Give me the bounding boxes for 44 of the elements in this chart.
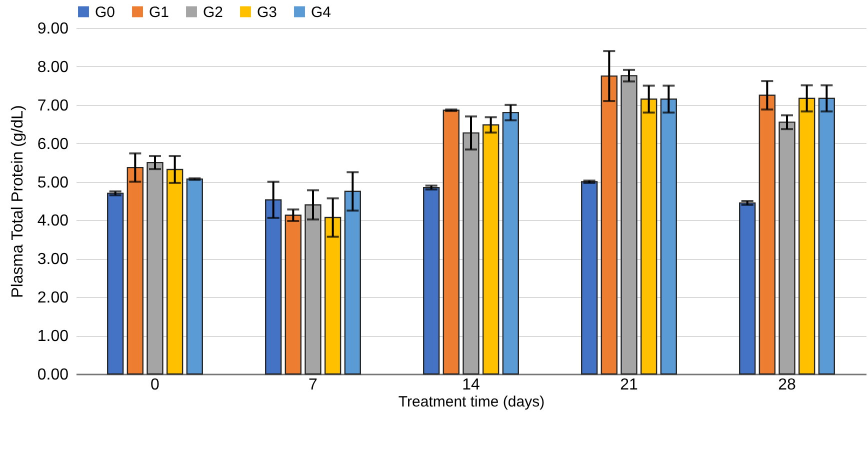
bar: [640, 98, 658, 375]
y-tick-label: 6.00: [37, 136, 69, 153]
y-tick-label: 3.00: [37, 251, 69, 268]
y-tick-label: 8.00: [37, 58, 69, 76]
legend-label: G1: [149, 4, 170, 21]
x-axis-title: Treatment time (days): [398, 394, 545, 410]
legend-label: G4: [311, 4, 332, 21]
bar: [581, 181, 598, 375]
bar: [778, 122, 796, 375]
x-tick-label: 21: [620, 376, 638, 394]
legend-label: G2: [203, 4, 224, 21]
bar: [284, 214, 302, 375]
bar: [186, 178, 203, 375]
bar: [442, 110, 460, 375]
y-axis-title: Plasma Total Protein (g/dL): [9, 105, 26, 298]
y-tick-label: 1.00: [37, 328, 69, 346]
bar: [620, 75, 638, 375]
y-tick-label: 5.00: [37, 174, 69, 192]
x-tick-label: 28: [778, 376, 796, 394]
bar: [798, 98, 816, 375]
bar: [166, 168, 184, 375]
y-tick-label: 0.00: [37, 366, 69, 384]
bar: [818, 98, 835, 375]
legend-label: G0: [95, 4, 116, 21]
bar: [304, 204, 322, 375]
bar: [265, 199, 282, 375]
bar: [344, 190, 361, 375]
bar: [758, 94, 776, 375]
bar: [146, 162, 164, 375]
x-tick-label: 14: [462, 376, 480, 394]
bar: [600, 75, 618, 375]
x-tick-label: 7: [308, 376, 318, 394]
y-tick-label: 9.00: [37, 20, 69, 38]
bar: [126, 166, 144, 375]
bar: [482, 124, 500, 375]
legend-label: G3: [257, 4, 278, 21]
bar: [502, 112, 519, 375]
y-tick-label: 7.00: [37, 97, 69, 114]
bar: [660, 98, 677, 375]
y-tick-label: 2.00: [37, 290, 69, 307]
bar: [462, 132, 480, 375]
y-tick-label: 4.00: [37, 212, 69, 230]
x-tick-label: 0: [150, 376, 160, 394]
bar: [324, 216, 342, 375]
